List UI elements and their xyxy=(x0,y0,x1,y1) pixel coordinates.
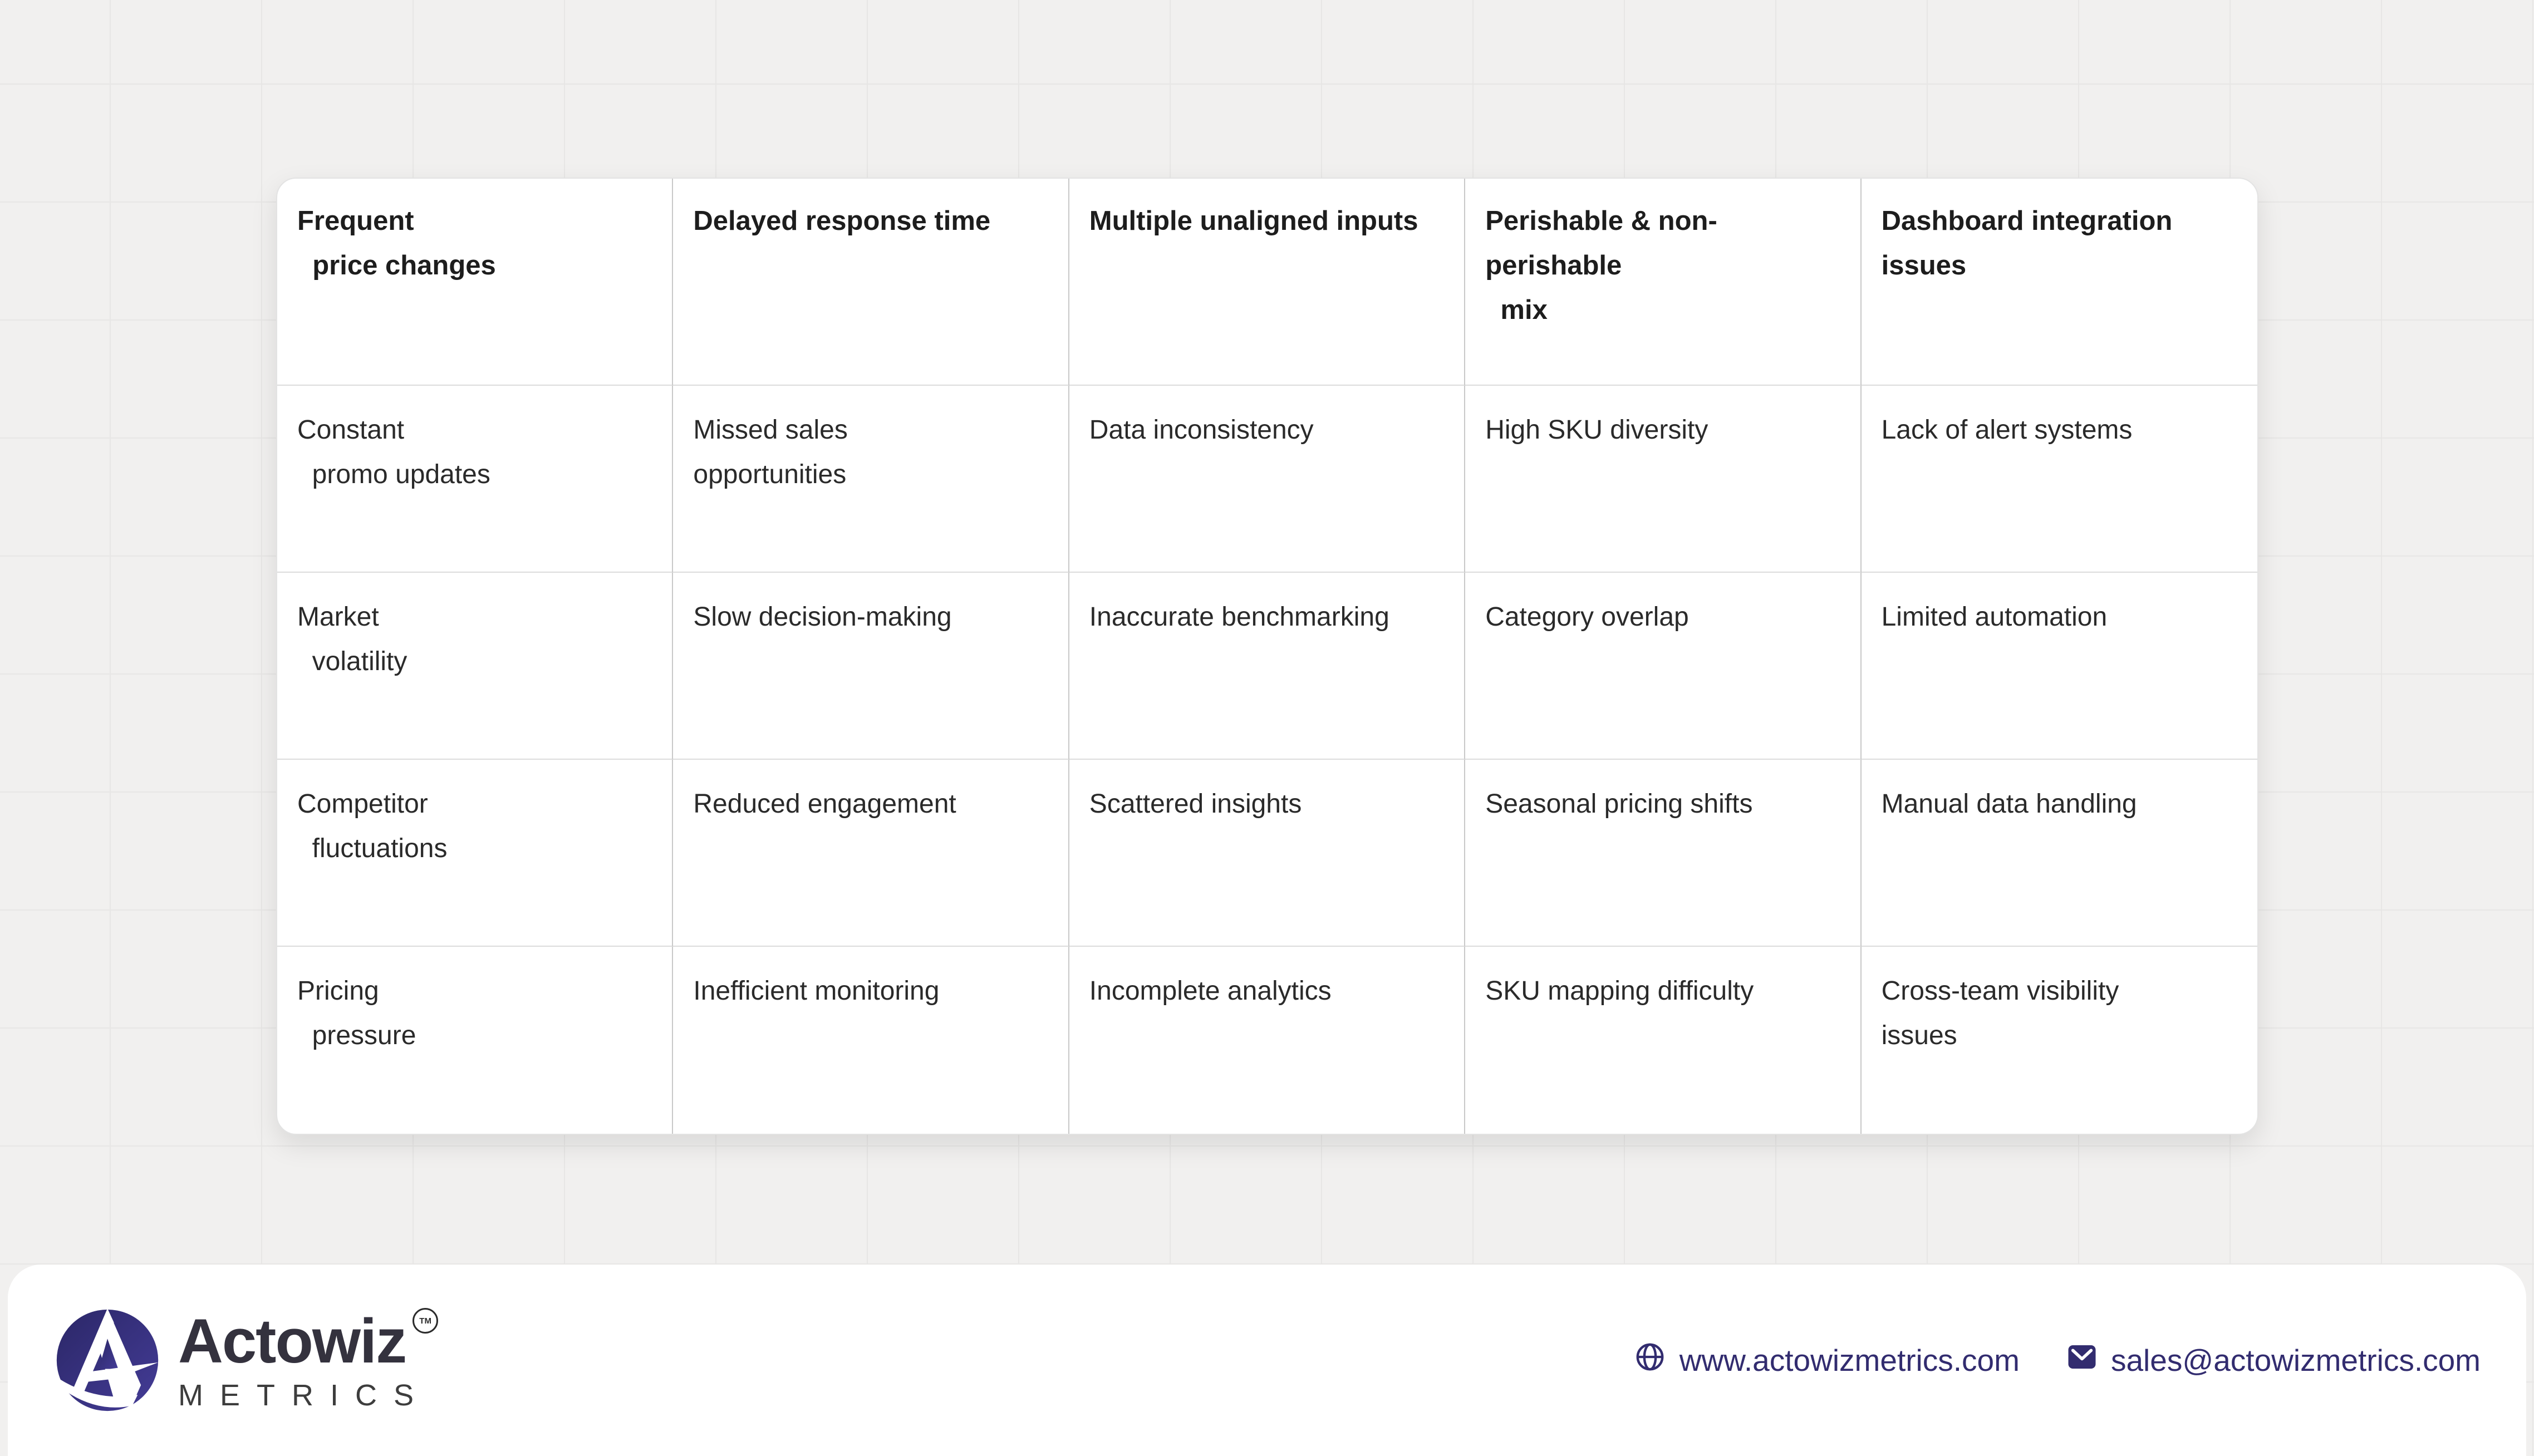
table-cell: High SKU diversity xyxy=(1465,386,1862,573)
actowiz-logo-icon xyxy=(53,1306,161,1414)
table-cell: Constant promo updates xyxy=(277,386,674,573)
trademark-icon: TM xyxy=(412,1308,439,1334)
table-cell: Inaccurate benchmarking xyxy=(1069,573,1466,760)
table-cell: Category overlap xyxy=(1465,573,1862,760)
table-cell: Missed sales opportunities xyxy=(673,386,1069,573)
table-cell: SKU mapping difficulty xyxy=(1465,947,1862,1134)
table-cell: Manual data handling xyxy=(1861,760,2257,947)
table-cell: Incomplete analytics xyxy=(1069,947,1466,1134)
column-header-perishable-mix: Perishable & non- perishable mix xyxy=(1465,179,1862,386)
column-header-delayed-response-time: Delayed response time xyxy=(673,179,1069,386)
brand-subtitle: METRICS xyxy=(178,1379,430,1412)
table-cell: Competitor fluctuations xyxy=(277,760,674,947)
email-link[interactable]: sales@actowizmetrics.com xyxy=(2066,1341,2481,1380)
table-cell: Slow decision-making xyxy=(673,573,1069,760)
challenges-table: Frequent price changes Delayed response … xyxy=(276,178,2258,1135)
brand-name: Actowiz xyxy=(178,1306,407,1376)
table-cell: Pricing pressure xyxy=(277,947,674,1134)
email-address: sales@actowizmetrics.com xyxy=(2110,1343,2481,1378)
table-cell: Market volatility xyxy=(277,573,674,760)
table-cell: Data inconsistency xyxy=(1069,386,1466,573)
column-header-dashboard-integration: Dashboard integration issues xyxy=(1861,179,2257,386)
column-header-frequent-price-changes: Frequent price changes xyxy=(277,179,674,386)
website-link[interactable]: www.actowizmetrics.com xyxy=(1634,1341,2020,1380)
column-header-multiple-unaligned-inputs: Multiple unaligned inputs xyxy=(1069,179,1466,386)
table-cell: Seasonal pricing shifts xyxy=(1465,760,1862,947)
brand-text: Actowiz TM METRICS xyxy=(178,1306,439,1412)
table-cell: Lack of alert systems xyxy=(1861,386,2257,573)
footer-links: www.actowizmetrics.com sales@actowizmetr… xyxy=(1634,1341,2481,1380)
table-cell: Limited automation xyxy=(1861,573,2257,760)
footer-bar: Actowiz TM METRICS www.actowizmetrics.co… xyxy=(8,1265,2526,1456)
table-cell: Cross-team visibility issues xyxy=(1881,976,2119,1050)
mail-icon xyxy=(2066,1341,2098,1380)
website-url: www.actowizmetrics.com xyxy=(1679,1343,2020,1378)
table-cell: Inefficient monitoring xyxy=(673,947,1069,1134)
table-cell: Reduced engagement xyxy=(673,760,1069,947)
table-cell: Scattered insights xyxy=(1069,760,1466,947)
globe-icon xyxy=(1634,1341,1666,1380)
actowiz-brand: Actowiz TM METRICS xyxy=(53,1306,439,1414)
